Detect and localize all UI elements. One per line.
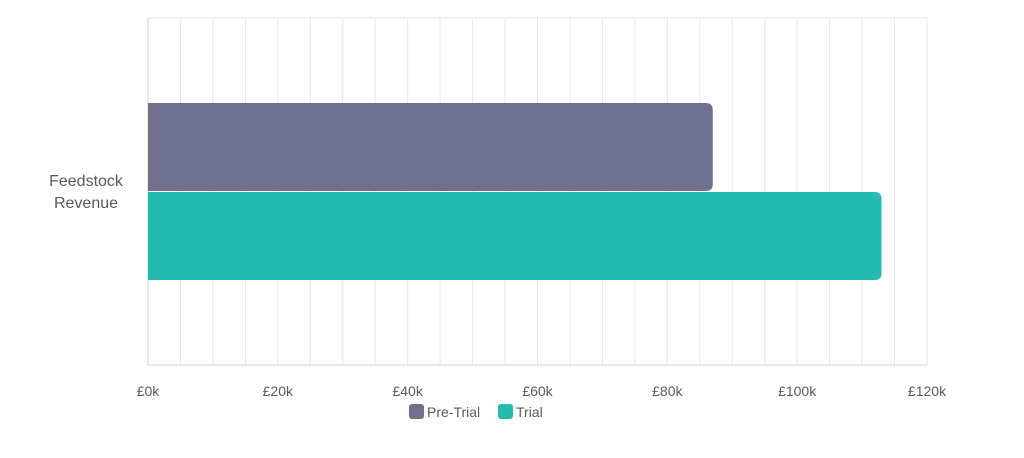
x-tick-label: £40k (392, 383, 423, 399)
category-label: Revenue (54, 195, 118, 212)
axes (147, 18, 927, 366)
x-tick-label: £120k (908, 383, 947, 399)
x-tick-label: £60k (522, 383, 553, 399)
bar-pre-trial (148, 103, 713, 191)
bars (148, 103, 882, 280)
legend-label: Trial (516, 404, 543, 420)
bar-trial (148, 192, 882, 280)
legend-swatch (498, 404, 513, 419)
x-tick-label: £0k (137, 383, 161, 399)
x-tick-label: £80k (652, 383, 683, 399)
x-tick-labels: £0k £20k £40k £60k £80k £100k £120k (137, 383, 947, 399)
category-labels: Feedstock Revenue (49, 173, 124, 212)
x-tick-label: £100k (778, 383, 817, 399)
x-tick-label: £20k (263, 383, 294, 399)
legend-label: Pre-Trial (427, 404, 480, 420)
legend-swatch (409, 404, 424, 419)
category-label: Feedstock (49, 173, 124, 190)
legend: Pre-Trial Trial (409, 404, 543, 420)
gridlines (148, 17, 928, 365)
